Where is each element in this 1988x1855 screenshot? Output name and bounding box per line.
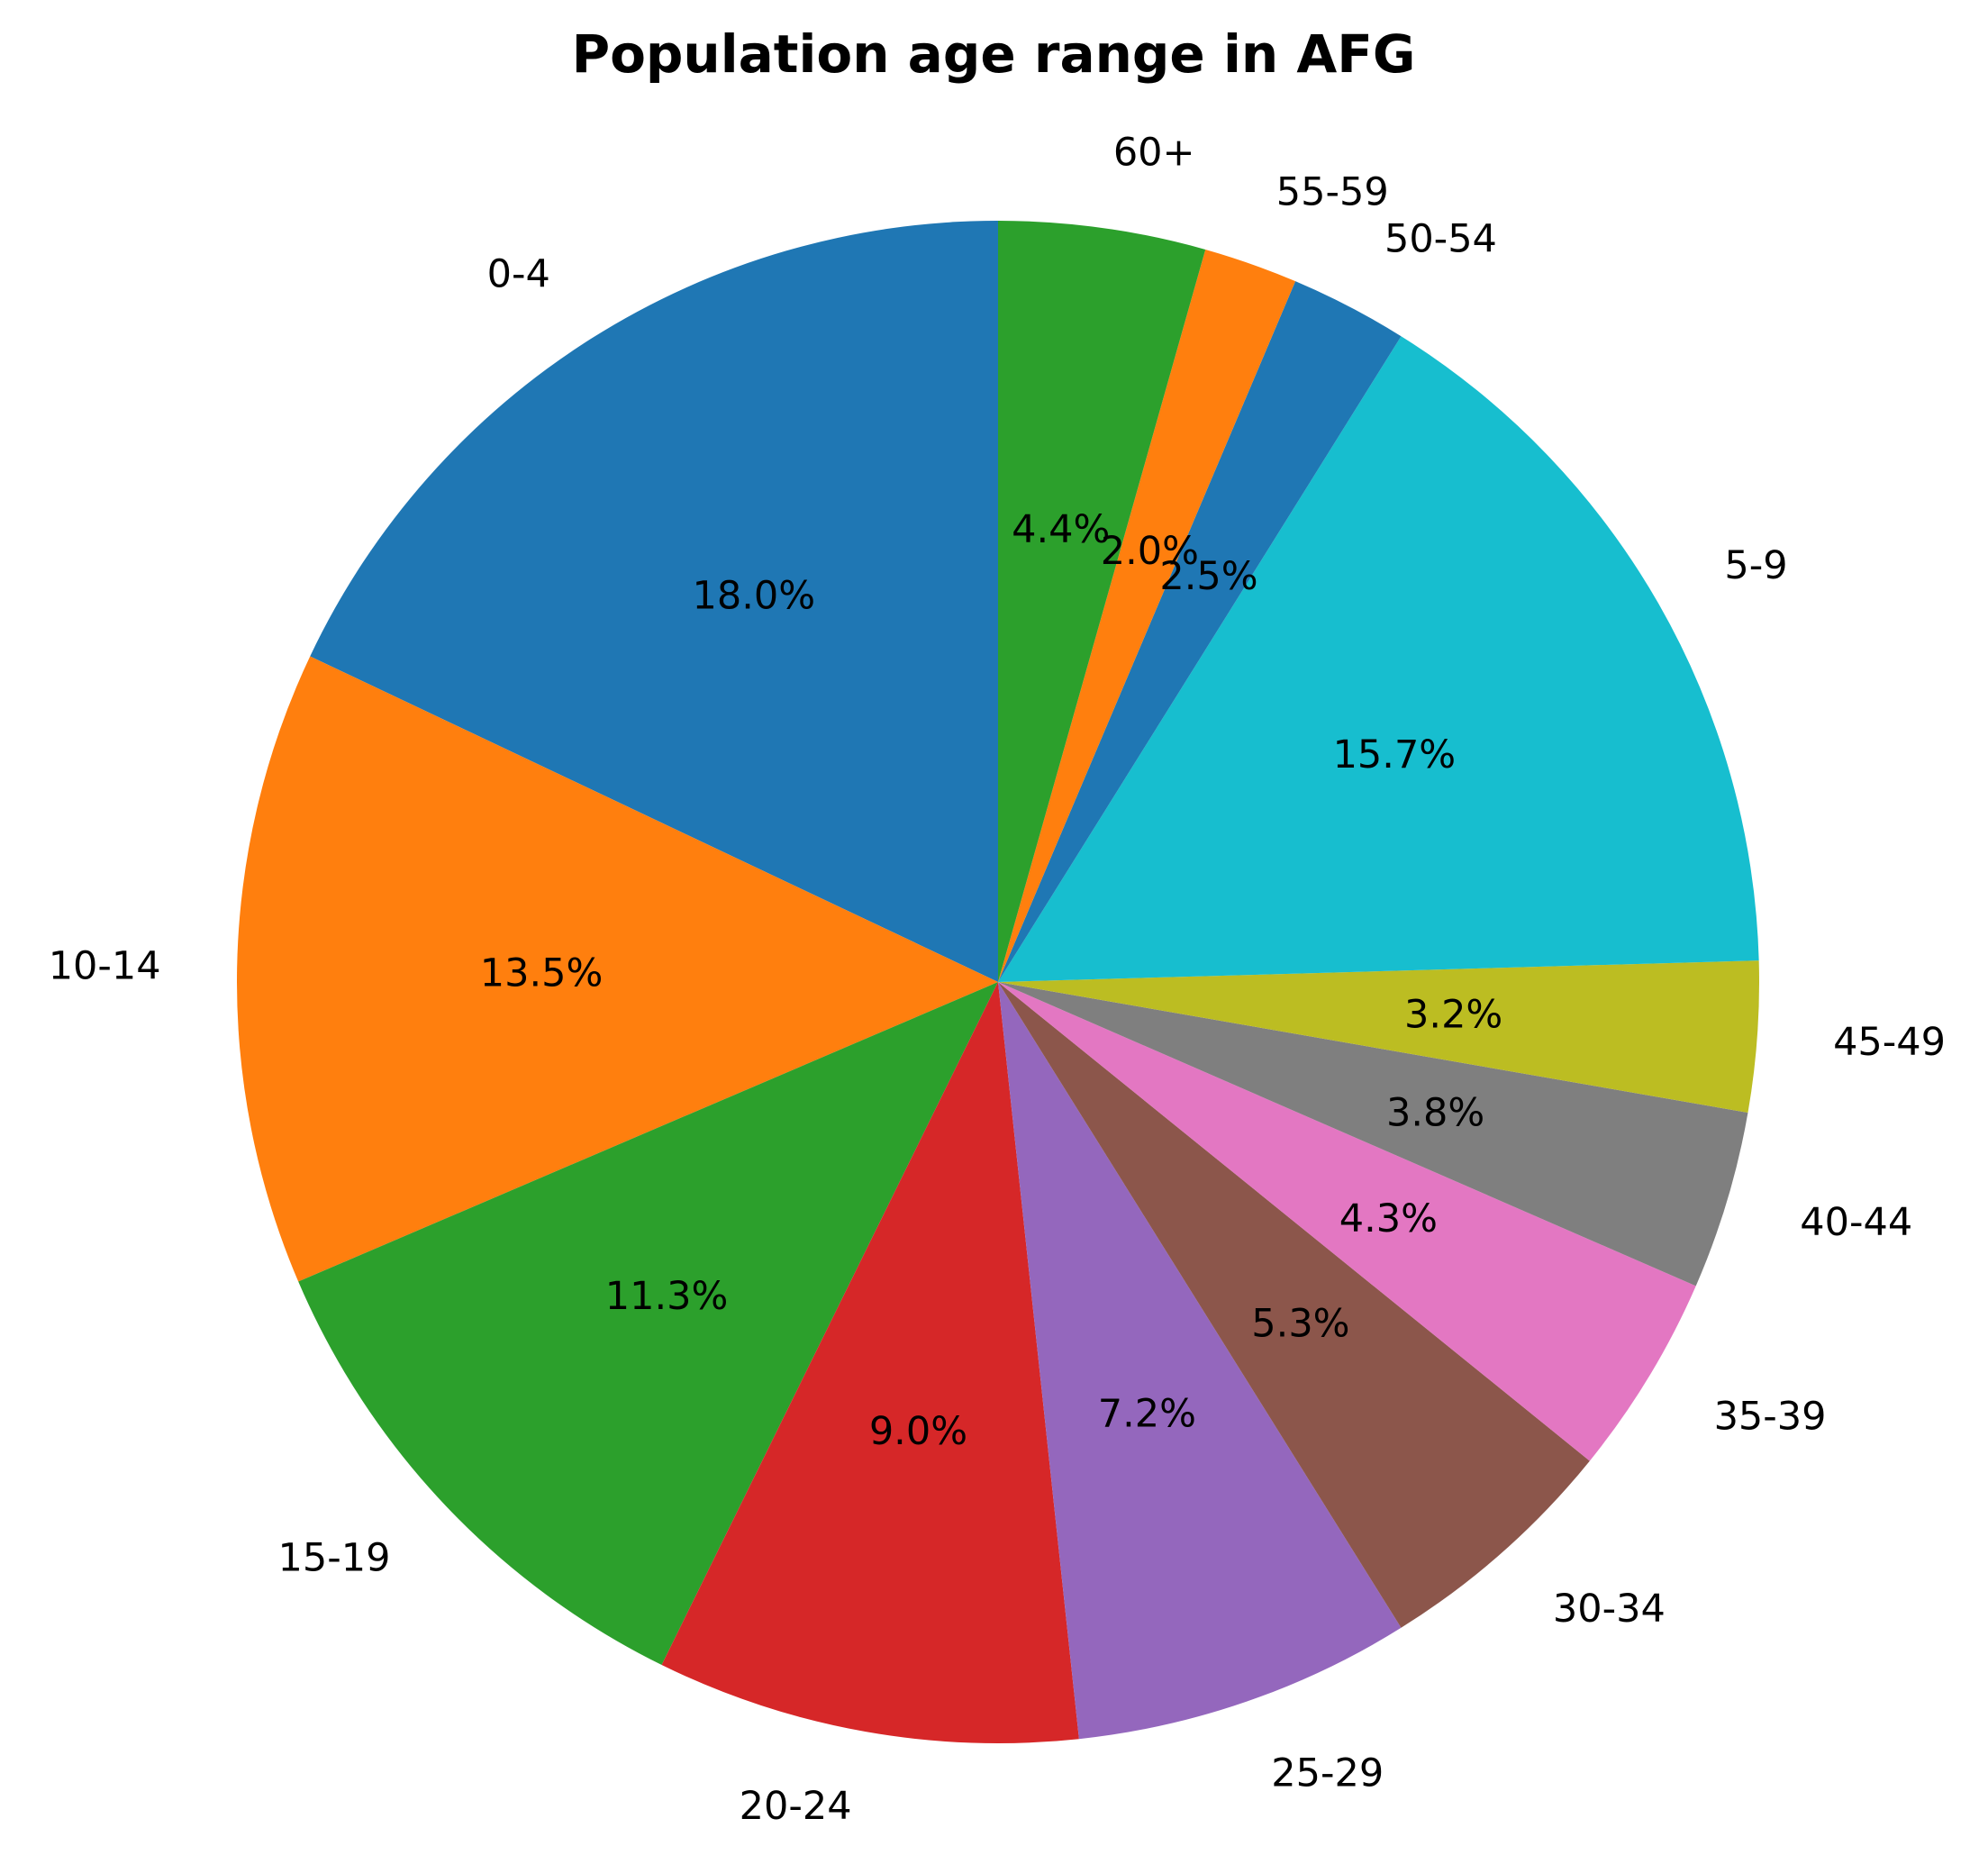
pie-slice-15-19	[298, 982, 999, 1666]
pie-slice-55-59	[998, 249, 1296, 982]
pie-slice-25-29	[998, 982, 1402, 1740]
category-label-45-49: 45-49	[1833, 1020, 1946, 1065]
percent-label-45-49: 3.2%	[1404, 993, 1502, 1038]
category-label-5-9: 5-9	[1724, 543, 1787, 588]
category-label-0-4: 0-4	[487, 252, 550, 297]
percent-label-60+: 4.4%	[1012, 507, 1110, 552]
percent-label-30-34: 5.3%	[1251, 1302, 1349, 1347]
percent-label-5-9: 15.7%	[1333, 732, 1457, 777]
pie-slice-60+	[998, 221, 1206, 982]
category-label-20-24: 20-24	[740, 1784, 852, 1829]
pie-slice-45-49	[998, 960, 1759, 1113]
category-label-35-39: 35-39	[1714, 1394, 1827, 1439]
category-label-15-19: 15-19	[278, 1536, 391, 1581]
category-label-10-14: 10-14	[49, 944, 161, 989]
category-label-60+: 60+	[1113, 130, 1195, 175]
pie-slice-35-39	[998, 982, 1696, 1461]
percent-label-50-54: 2.5%	[1159, 554, 1257, 599]
pie-slice-30-34	[998, 982, 1590, 1628]
percent-labels: 18.0% 13.5% 11.3% 9.0% 7.2% 5.3% 4.3% 3.8% 3.2% 1…	[480, 507, 1503, 1454]
category-label-25-29: 25-29	[1271, 1751, 1384, 1796]
percent-label-10-14: 13.5%	[480, 950, 604, 996]
pie-slices	[236, 221, 1759, 1744]
percent-label-0-4: 18.0%	[693, 574, 816, 619]
percent-label-15-19: 11.3%	[605, 1274, 729, 1319]
chart-title: Population age range in AFG	[572, 23, 1416, 85]
pie-slice-40-44	[998, 982, 1748, 1287]
pie-slice-0-4	[310, 221, 999, 982]
pie-slice-5-9	[998, 336, 1759, 982]
percent-label-40-44: 3.8%	[1386, 1091, 1484, 1136]
category-label-50-54: 50-54	[1384, 216, 1497, 261]
pie-slice-10-14	[236, 656, 998, 1282]
category-label-30-34: 30-34	[1553, 1587, 1666, 1632]
percent-label-55-59: 2.0%	[1101, 529, 1199, 574]
pie-slice-20-24	[661, 982, 1079, 1744]
percent-label-35-39: 4.3%	[1339, 1196, 1438, 1241]
pie-slice-50-54	[998, 281, 1402, 982]
category-labels: 0-4 10-14 15-19 20-24 25-29 30-34 35-39 40-44 45…	[49, 130, 1946, 1829]
category-label-40-44: 40-44	[1800, 1200, 1912, 1245]
category-label-55-59: 55-59	[1276, 169, 1389, 214]
percent-label-25-29: 7.2%	[1098, 1391, 1196, 1436]
percent-label-20-24: 9.0%	[869, 1409, 967, 1454]
